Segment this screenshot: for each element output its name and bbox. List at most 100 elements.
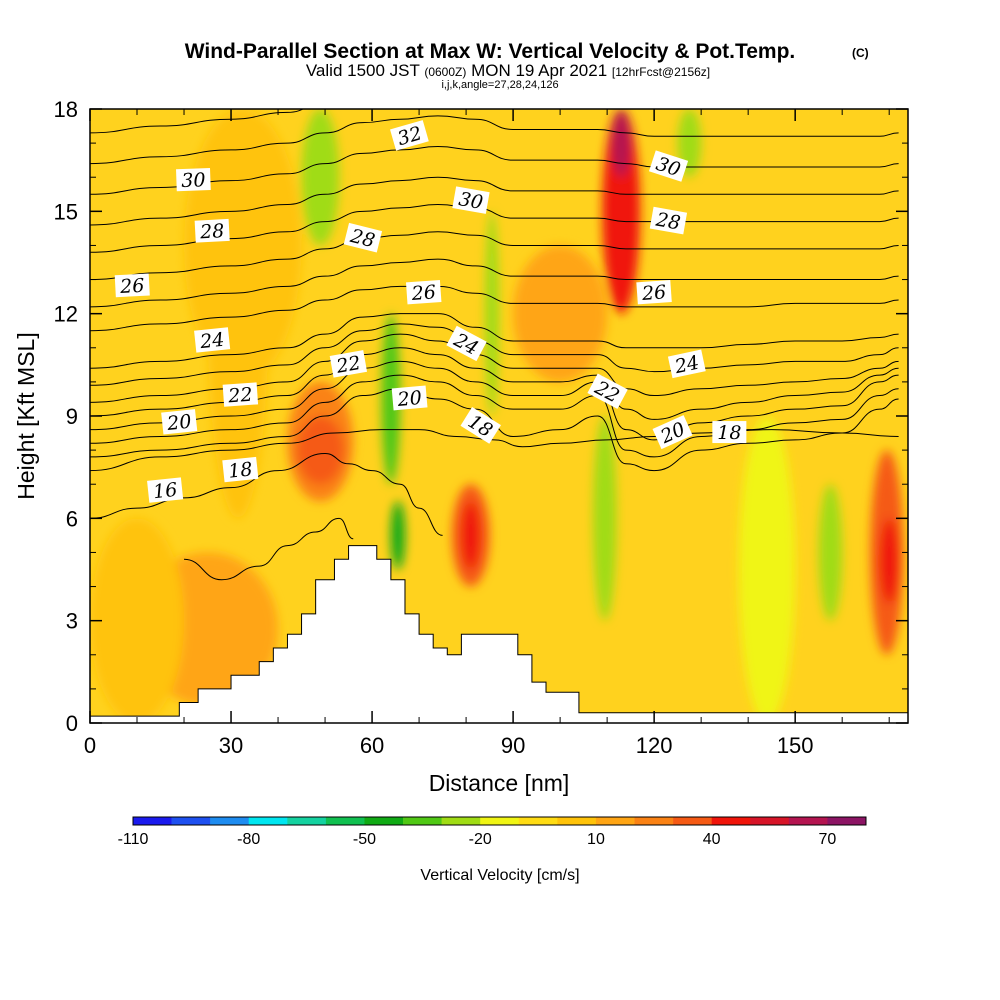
chart-subtitle-indices: i,j,k,angle=27,28,24,126 xyxy=(441,79,558,91)
y-tick-label: 15 xyxy=(54,199,78,224)
theta-label-text: 28 xyxy=(653,208,682,234)
y-tick-label: 12 xyxy=(54,302,78,327)
terrain xyxy=(90,545,908,723)
theta-label-3: 22 xyxy=(222,382,259,408)
y-tick-label: 0 xyxy=(66,711,78,736)
y-axis-ticks: 0 3 6 9 12 15 18 xyxy=(54,97,908,736)
theta-label-text: 28 xyxy=(199,220,225,243)
theta-label-text: 26 xyxy=(640,281,667,305)
velocity-cell-7 xyxy=(381,313,401,485)
velocity-cell-16 xyxy=(738,416,796,723)
y-tick-label: 6 xyxy=(66,506,78,531)
theta-contour-26 xyxy=(90,258,899,308)
colorbar-tick-label: 70 xyxy=(819,831,837,848)
theta-label-text: 16 xyxy=(152,479,178,503)
colorbar-segment xyxy=(441,817,481,825)
colorbar-segment xyxy=(133,817,172,825)
colorbar-segment xyxy=(364,817,404,825)
theta-label-9: 20 xyxy=(391,385,428,411)
theta-label-18: 18 xyxy=(712,421,747,444)
colorbar-frame xyxy=(132,816,867,826)
colorbar-tick-label: 10 xyxy=(587,831,605,848)
theta-label-21: 28 xyxy=(649,206,688,234)
theta-label-13: 30 xyxy=(452,186,490,214)
velocity-cell-14 xyxy=(593,415,617,621)
theta-label-text: 18 xyxy=(717,422,741,444)
colorbar-tick-label: -80 xyxy=(237,831,260,848)
velocity-cell-19 xyxy=(879,518,899,604)
velocity-cell-13 xyxy=(611,109,631,178)
theta-contour-32 xyxy=(90,109,305,134)
theta-label-12: 26 xyxy=(405,280,442,305)
colorbar-segment xyxy=(750,817,790,825)
colorbar-segment xyxy=(788,817,828,825)
theta-label-0: 16 xyxy=(147,477,184,503)
velocity-cell-21 xyxy=(513,245,608,382)
x-axis-ticks: 0 30 60 90 120 150 xyxy=(84,109,890,758)
colorbar-tick-label: -20 xyxy=(469,831,492,848)
colorbar-segment xyxy=(403,817,442,825)
colorbar-segment xyxy=(557,817,597,825)
theta-label-text: 22 xyxy=(227,384,254,408)
theta-label-text: 30 xyxy=(181,169,206,192)
colorbar-ticks: -110 -80 -50 -20 10 40 70 xyxy=(118,831,837,848)
x-tick-label: 150 xyxy=(777,733,814,758)
y-tick-label: 3 xyxy=(66,609,78,634)
x-tick-label: 60 xyxy=(360,733,384,758)
theta-contour-29 xyxy=(90,176,899,226)
theta-label-text: 18 xyxy=(227,458,253,482)
velocity-cell-8 xyxy=(390,501,405,570)
velocity-cell-17 xyxy=(818,484,843,621)
theta-label-text: 26 xyxy=(119,275,145,298)
theta-contour-25 xyxy=(90,285,899,332)
theta-contour-30 xyxy=(90,146,899,195)
theta-contour-20 xyxy=(90,360,899,441)
colorbar xyxy=(132,816,867,826)
x-tick-label: 120 xyxy=(636,733,673,758)
theta-contour-31 xyxy=(90,115,899,165)
velocity-cell-6 xyxy=(301,109,340,246)
y-tick-label: 9 xyxy=(66,404,78,429)
theta-label-text: 24 xyxy=(198,329,225,354)
colorbar-tick-label: 40 xyxy=(703,831,721,848)
theta-label-text: 30 xyxy=(457,188,485,214)
theta-contour-19 xyxy=(90,374,899,458)
colorbar-segment xyxy=(634,817,674,825)
theta-contour-22 xyxy=(90,333,899,403)
colorbar-tick-label: -50 xyxy=(353,831,376,848)
theta-label-text: 20 xyxy=(165,411,192,436)
theta-contour-28 xyxy=(90,204,899,253)
theta-label-text: 22 xyxy=(334,352,363,378)
subtitle-date: MON 19 Apr 2021 xyxy=(471,61,607,80)
theta-label-19: 24 xyxy=(667,349,706,379)
x-tick-label: 0 xyxy=(84,733,96,758)
colorbar-segment xyxy=(518,817,558,825)
colorbar-segment xyxy=(673,817,712,825)
x-tick-label: 90 xyxy=(501,733,525,758)
y-tick-label: 18 xyxy=(54,97,78,122)
velocity-cell-20 xyxy=(184,109,302,382)
colorbar-segment xyxy=(248,817,288,825)
colorbar-tick-label: -110 xyxy=(118,831,149,848)
colorbar-segment xyxy=(480,817,520,825)
theta-label-2: 20 xyxy=(161,409,198,436)
theta-label-text: 24 xyxy=(672,352,701,379)
subtitle-forecast: [12hrFcst@2156z] xyxy=(612,65,710,79)
x-tick-label: 30 xyxy=(219,733,243,758)
theta-contour-24 xyxy=(90,313,899,369)
colorbar-label: Vertical Velocity [cm/s] xyxy=(420,867,579,884)
colorbar-segment xyxy=(171,817,211,825)
theta-contour-23 xyxy=(90,323,899,386)
theta-label-7: 30 xyxy=(176,168,211,192)
theta-label-8: 22 xyxy=(329,350,368,378)
theta-label-text: 26 xyxy=(410,281,437,305)
velocity-cell-12 xyxy=(602,109,641,314)
colorbar-segment xyxy=(210,817,250,825)
colorbar-segment xyxy=(711,817,751,825)
theta-label-5: 26 xyxy=(114,273,150,298)
chart-title-mark: (C) xyxy=(852,46,869,60)
velocity-cell-11 xyxy=(484,211,499,416)
